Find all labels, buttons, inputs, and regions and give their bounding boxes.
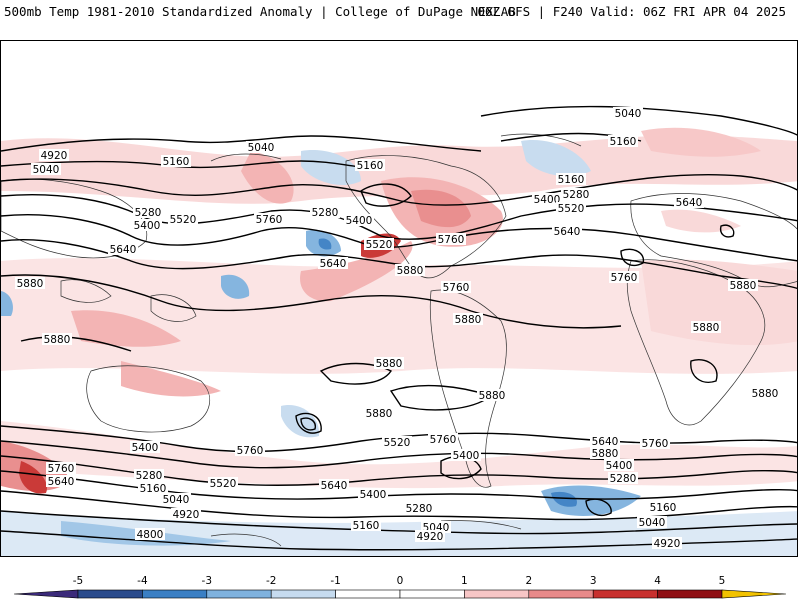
contour-label: 5040 [33,164,60,176]
contour-label: 5760 [48,463,75,475]
contour-label: 4800 [137,529,164,541]
colorbar-swatch [528,589,594,599]
contour-labels: 5040 5160 4920 5040 5160 5400 5520 5280 … [15,107,780,550]
contour-label: 5160 [163,156,190,168]
colorbar-swatch [142,589,208,599]
contour-label: 5040 [163,494,190,506]
colorbar-tick-label: 0 [397,575,404,587]
contour-label: 5880 [592,448,619,460]
colorbar-swatch [206,589,272,599]
map-panel: 5040 5160 4920 5040 5160 5400 5520 5280 … [0,40,798,557]
contour-label: 5400 [453,450,480,462]
contour-label: 5160 [140,483,167,495]
contour-label: 5040 [639,517,666,529]
contour-label: 5880 [397,265,424,277]
contour-label: 5640 [48,476,75,488]
colorbar-max-extension [721,589,787,599]
colorbar-swatch [77,589,143,599]
contour-label: 4920 [173,509,200,521]
contour-label: 5760 [438,234,465,246]
contour-label: 5280 [610,473,637,485]
contour-label: 5040 [248,142,275,154]
contour-label: 5760 [642,438,669,450]
contour-label: 5520 [170,214,197,226]
contour-label: 4920 [654,538,681,550]
contour-label: 5400 [346,215,373,227]
model-run-info: 06Z GFS | F240 Valid: 06Z FRI APR 04 202… [477,4,786,19]
contour-label: 5400 [134,220,161,232]
contour-label: 5160 [357,160,384,172]
contour-label: 5640 [321,480,348,492]
contour-label: 5880 [366,408,393,420]
contour-label: 5040 [615,108,642,120]
colorbar-swatch [657,589,723,599]
colorbar-svg: -5 -4 -3 -2 -1 0 1 2 3 4 5 [13,575,787,599]
contour-label: 5880 [455,314,482,326]
contour-label: 5160 [558,174,585,186]
contour-label: 5880 [376,358,403,370]
contour-label: 5760 [443,282,470,294]
contour-label: 5760 [256,214,283,226]
contour-label: 5280 [135,207,162,219]
colorbar-tick-label: -4 [137,575,148,587]
colorbar-tick-label: 5 [719,575,726,587]
contour-label: 5160 [353,520,380,532]
contour-label: 5640 [110,244,137,256]
contour-label: 5520 [366,239,393,251]
colorbar-swatch [592,589,658,599]
colorbar-swatch [399,589,465,599]
contour-label: 5880 [17,278,44,290]
contour-label: 5760 [237,445,264,457]
contour-label: 5640 [676,197,703,209]
contour-label: 5640 [554,226,581,238]
temperature-anomaly-shading [1,127,797,556]
colorbar-swatch [464,589,530,599]
colorbar-tick-label: -2 [266,575,276,587]
contour-label: 5760 [430,434,457,446]
contour-label: 5520 [384,437,411,449]
contour-label: 5880 [752,388,779,400]
colorbar-tick-labels: -5 -4 -3 -2 -1 0 1 2 3 4 5 [73,575,726,587]
contour-label: 5280 [563,189,590,201]
contour-label: 5160 [610,136,637,148]
colorbar-min-extension [13,589,79,599]
contour-label: 5400 [360,489,387,501]
colorbar: -5 -4 -3 -2 -1 0 1 2 3 4 5 [0,560,800,600]
contour-label: 5400 [132,442,159,454]
colorbar-swatch [270,589,336,599]
contour-label: 5400 [534,194,561,206]
colorbar-tick-label: -3 [202,575,212,587]
contour-label: 5520 [210,478,237,490]
colorbar-tick-label: -1 [330,575,340,587]
contour-label: 5520 [558,203,585,215]
colorbar-swatches [13,589,787,599]
contour-label: 4920 [417,531,444,543]
contour-label: 5640 [592,436,619,448]
contour-label: 5280 [406,503,433,515]
contour-label: 5280 [312,207,339,219]
contour-label: 5880 [44,334,71,346]
contour-label: 4920 [41,150,68,162]
contour-label: 5280 [136,470,163,482]
global-map: 5040 5160 4920 5040 5160 5400 5520 5280 … [1,105,797,556]
contour-label: 5640 [320,258,347,270]
colorbar-tick-label: 1 [461,575,468,587]
colorbar-tick-label: 2 [525,575,532,587]
contour-label: 5880 [479,390,506,402]
colorbar-tick-label: 4 [654,575,661,587]
colorbar-swatch [335,589,401,599]
contour-label: 5880 [693,322,720,334]
map-title: 500mb Temp 1981-2010 Standardized Anomal… [4,4,516,19]
contour-label: 5400 [606,460,633,472]
contour-label: 5160 [650,502,677,514]
contour-label: 5760 [611,272,638,284]
contour-label: 5880 [730,280,757,292]
colorbar-tick-label: -5 [73,575,83,587]
colorbar-tick-label: 3 [590,575,597,587]
